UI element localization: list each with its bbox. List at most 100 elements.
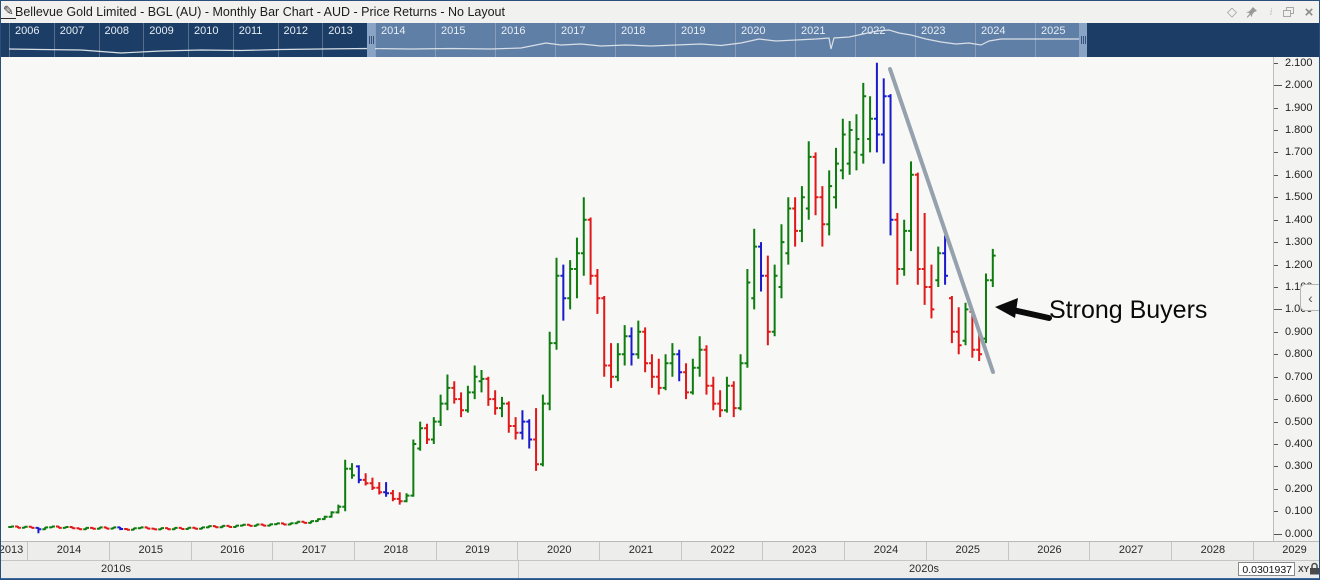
year-cell-2019: [437, 542, 519, 560]
navigator-year-2025: 2025: [1035, 23, 1095, 57]
price-tick: [1274, 399, 1278, 401]
year-cell-2028: [1172, 542, 1254, 560]
year-label-2023: 2023: [792, 544, 817, 556]
chart-plot-area[interactable]: Strong Buyers: [1, 57, 1273, 541]
price-tick: [1274, 197, 1278, 199]
price-axis-label: 1.500: [1285, 191, 1313, 204]
price-tick: [1274, 488, 1278, 490]
navigator-year-2023: 2023: [915, 23, 975, 57]
price-tick: [1274, 242, 1278, 244]
pin-icon[interactable]: [1242, 3, 1260, 21]
price-axis-label: 1.300: [1285, 236, 1313, 249]
year-cell-2022: [682, 542, 764, 560]
price-axis-label: 0.800: [1285, 348, 1313, 361]
navigator-year-2007: 2007: [53, 23, 99, 57]
xy-mode-toggle[interactable]: XY: [1298, 564, 1310, 574]
price-axis-label: 2.000: [1285, 79, 1313, 92]
year-cell-2027: [1090, 542, 1172, 560]
level-value-box[interactable]: 0.0301937: [1238, 562, 1295, 576]
price-axis-label: 0.400: [1285, 437, 1313, 450]
navigator-left-handle[interactable]: [367, 23, 375, 57]
price-tick: [1274, 421, 1278, 423]
price-tick: [1274, 129, 1278, 131]
price-axis-label: 1.200: [1285, 258, 1313, 271]
year-cell-2025: [927, 542, 1009, 560]
price-tick: [1274, 62, 1278, 64]
price-axis-label: 0.200: [1285, 482, 1313, 495]
restore-window-icon[interactable]: [1280, 3, 1298, 21]
decade-label-2020s: 2020s: [909, 563, 939, 575]
year-label-2016: 2016: [220, 544, 245, 556]
edit-title-icon[interactable]: ✎: [1, 3, 16, 19]
navigator-selected-range[interactable]: [367, 23, 1087, 57]
year-label-2015: 2015: [138, 544, 163, 556]
navigator-sparkline: [8, 29, 1087, 54]
navigator-right-handle[interactable]: [1079, 23, 1087, 57]
navigator-year-2017: 2017: [555, 23, 615, 57]
price-axis-label: 1.600: [1285, 168, 1313, 181]
price-axis-label: 0.000: [1285, 527, 1313, 540]
navigator-year-2010: 2010: [188, 23, 233, 57]
diamond-icon[interactable]: ◇: [1227, 4, 1237, 19]
window-title: Bellevue Gold Limited - BGL (AU) - Month…: [15, 5, 505, 19]
price-tick: [1274, 331, 1278, 333]
navigator-year-2009: 2009: [143, 23, 188, 57]
price-axis-label: 0.700: [1285, 370, 1313, 383]
year-label-2019: 2019: [465, 544, 490, 556]
navigator-year-2019: 2019: [675, 23, 735, 57]
year-cell-2024: [845, 542, 927, 560]
year-label-2014: 2014: [56, 544, 82, 556]
price-tick: [1274, 443, 1278, 445]
year-label-2013: 2013: [1, 544, 24, 556]
price-tick: [1274, 174, 1278, 176]
price-tick: [1274, 219, 1278, 221]
window-bottom-border: [1, 578, 1319, 579]
price-axis-label: 0.600: [1285, 393, 1313, 406]
collapse-panel-button[interactable]: ‹: [1300, 284, 1319, 311]
navigator-year-2024: 2024: [975, 23, 1035, 57]
price-tick: [1274, 107, 1278, 109]
downtrend-line[interactable]: [888, 67, 995, 374]
navigator-year-2006: 2006: [9, 23, 54, 57]
year-cell-2014: [28, 542, 110, 560]
year-cell-2021: [600, 542, 682, 560]
time-axis-years[interactable]: 2013 2014 2015 2016 2017 2018 2019 2020 2021 2022…: [1, 541, 1319, 560]
price-axis-label: 0.900: [1285, 325, 1313, 338]
year-label-2029: 2029: [1282, 544, 1307, 556]
year-cell-2020: [518, 542, 601, 560]
price-tick: [1274, 264, 1278, 266]
price-bars-canvas[interactable]: [1, 57, 1273, 541]
year-cell-2018: [355, 542, 437, 560]
price-tick: [1274, 533, 1282, 535]
year-cell-2013: [1, 542, 29, 560]
navigator-year-2020: 2020: [735, 23, 795, 57]
year-label-2026: 2026: [1037, 544, 1062, 556]
timeline-navigator[interactable]: 2006 2007 2008 2009 2010 2011 2012 2013 2014 2015…: [1, 23, 1319, 57]
price-axis-label: 2.100: [1285, 56, 1313, 69]
year-label-2027: 2027: [1118, 544, 1144, 556]
annotation-text[interactable]: Strong Buyers: [1049, 296, 1208, 324]
decade-divider: [518, 561, 519, 578]
price-tick: [1274, 152, 1278, 154]
price-tick: [1274, 354, 1278, 356]
price-tick: [1274, 511, 1278, 513]
navigator-year-2014: 2014: [375, 23, 435, 57]
lock-icon[interactable]: [1309, 562, 1319, 579]
close-icon[interactable]: ×: [1304, 3, 1314, 21]
year-cell-2016: [192, 542, 274, 560]
price-axis[interactable]: 2.100 2.000 1.900 1.800 1.700 1.600 1.500 1.400…: [1273, 56, 1319, 541]
navigator-year-2018: 2018: [615, 23, 675, 57]
restore-glyph: [1283, 6, 1294, 17]
navigator-year-2013: 2013: [322, 23, 367, 57]
annotation-arrow[interactable]: [995, 298, 1052, 321]
price-tick: [1274, 466, 1278, 468]
year-cell-2026: [1009, 542, 1091, 560]
year-cell-2023: [764, 542, 846, 560]
navigator-year-2011: 2011: [232, 23, 278, 57]
decade-label-2010s: 2010s: [101, 563, 131, 575]
navigator-year-2015: 2015: [435, 23, 495, 57]
info-icon[interactable]: i: [1269, 6, 1273, 18]
year-label-2028: 2028: [1200, 544, 1226, 556]
pin-glyph: [1245, 6, 1257, 18]
